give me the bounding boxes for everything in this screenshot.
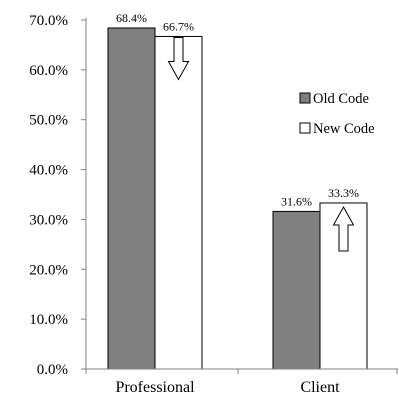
- y-tick-label: 30.0%: [29, 212, 68, 228]
- data-label: 68.4%: [116, 11, 147, 25]
- legend-label: Old Code: [313, 91, 369, 107]
- legend-swatch-old-code: [299, 92, 311, 104]
- y-tick-label: 50.0%: [29, 113, 68, 129]
- y-tick-label: 60.0%: [29, 63, 68, 79]
- bar-new-code-professional: [154, 35, 203, 370]
- legend-swatch-new-code: [299, 122, 311, 134]
- arrow-up-icon: [332, 205, 355, 252]
- y-tick-label: 0.0%: [37, 362, 68, 378]
- y-tick-label: 70.0%: [29, 13, 68, 29]
- legend-label: New Code: [313, 121, 375, 137]
- arrow-down-icon: [167, 36, 190, 81]
- bar-old-code-client: [272, 210, 321, 370]
- y-tick-label: 10.0%: [29, 312, 68, 328]
- bar-old-code-professional: [107, 27, 156, 370]
- data-label: 33.3%: [328, 186, 359, 200]
- data-label: 66.7%: [163, 19, 194, 33]
- data-label: 31.6%: [281, 194, 312, 208]
- category-label: Client: [300, 379, 340, 396]
- y-tick-label: 40.0%: [29, 163, 68, 179]
- category-label: Professional: [115, 379, 195, 396]
- y-tick-label: 20.0%: [29, 262, 68, 278]
